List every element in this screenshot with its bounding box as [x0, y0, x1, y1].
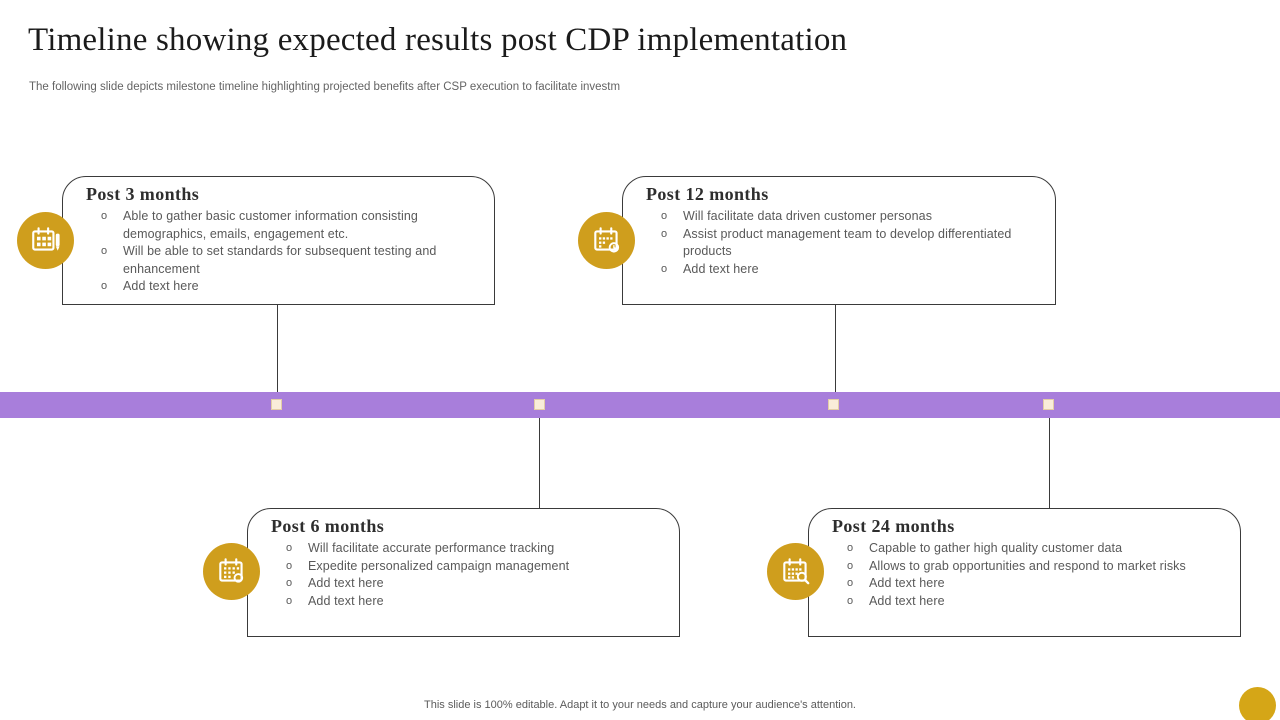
slide-subtitle: The following slide depicts milestone ti…	[29, 81, 621, 93]
timeline-marker	[828, 399, 839, 410]
bullet-list: Will facilitate data driven customer per…	[659, 208, 1037, 278]
bullet-item: Able to gather basic customer informatio…	[99, 208, 476, 243]
bullet-item: Add text here	[845, 593, 1222, 611]
bullet-item: Will facilitate accurate performance tra…	[284, 540, 661, 558]
milestone-title: Post 3 months	[86, 184, 200, 204]
milestone-title: Post 6 months	[271, 516, 385, 536]
calendar-search-icon	[767, 543, 824, 600]
corner-circle-decoration	[1239, 687, 1276, 720]
bullet-list: Will facilitate accurate performance tra…	[284, 540, 661, 610]
calendar-event-icon	[203, 543, 260, 600]
timeline-bar	[0, 392, 1280, 418]
calendar-clock-icon	[578, 212, 635, 269]
bullet-item: Capable to gather high quality customer …	[845, 540, 1222, 558]
bullet-item: Allows to grab opportunities and respond…	[845, 558, 1222, 576]
milestone-card-post-12-months: Post 12 months Will facilitate data driv…	[622, 176, 1056, 305]
bullet-item: Will be able to set standards for subseq…	[99, 243, 476, 278]
bullet-list: Able to gather basic customer informatio…	[99, 208, 476, 296]
milestone-card-post-24-months: Post 24 months Capable to gather high qu…	[808, 508, 1241, 637]
bullet-list: Capable to gather high quality customer …	[845, 540, 1222, 610]
bullet-item: Add text here	[659, 261, 1037, 279]
bullet-item: Add text here	[284, 593, 661, 611]
timeline-marker	[1043, 399, 1054, 410]
milestone-card-post-6-months: Post 6 months Will facilitate accurate p…	[247, 508, 680, 637]
connector-line	[277, 305, 278, 393]
milestone-card-post-3-months: Post 3 months Able to gather basic custo…	[62, 176, 495, 305]
timeline-marker	[271, 399, 282, 410]
milestone-title: Post 24 months	[832, 516, 955, 536]
connector-line	[1049, 418, 1050, 509]
timeline-marker	[534, 399, 545, 410]
connector-line	[835, 305, 836, 393]
bullet-item: Expedite personalized campaign managemen…	[284, 558, 661, 576]
page-title: Timeline showing expected results post C…	[28, 22, 848, 58]
bullet-item: Add text here	[99, 278, 476, 296]
bullet-item: Add text here	[845, 575, 1222, 593]
milestone-title: Post 12 months	[646, 184, 769, 204]
bullet-item: Will facilitate data driven customer per…	[659, 208, 1037, 226]
footer-note: This slide is 100% editable. Adapt it to…	[424, 699, 856, 711]
connector-line	[539, 418, 540, 509]
bullet-item: Add text here	[284, 575, 661, 593]
bullet-item: Assist product management team to develo…	[659, 226, 1037, 261]
calendar-edit-icon	[17, 212, 74, 269]
